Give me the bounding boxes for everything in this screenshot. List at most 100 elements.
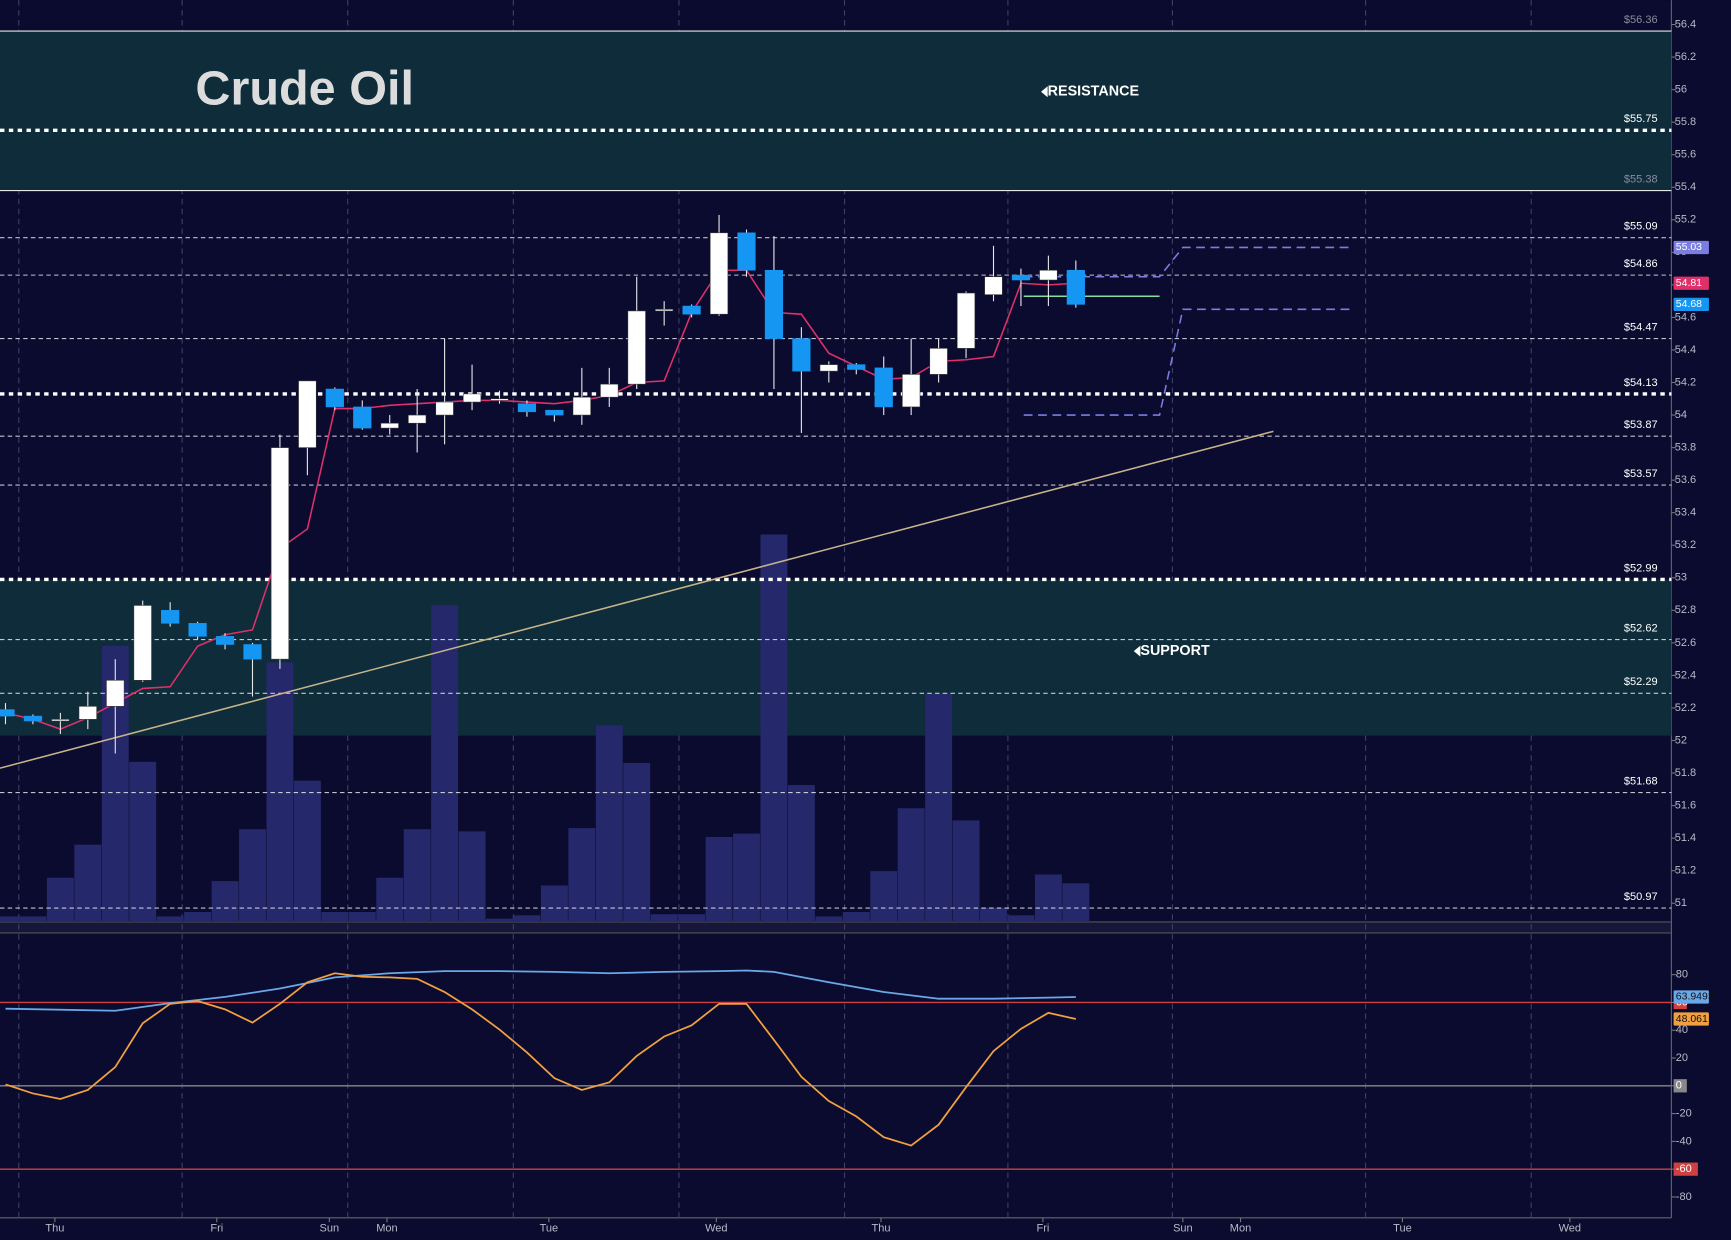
- x-tick-label: Wed: [705, 1223, 727, 1235]
- y-tick-label: 51: [1675, 897, 1687, 909]
- level-label: $50.97: [1624, 891, 1658, 903]
- candle-body: [1066, 269, 1085, 305]
- volume-bar: [650, 914, 678, 922]
- candle-body: [627, 310, 646, 385]
- line-layer: [0, 246, 1354, 1147]
- volume-bar: [376, 877, 404, 922]
- level-layer: [0, 30, 1672, 1170]
- volume-bar: [403, 829, 431, 922]
- x-tick-label: Sun: [320, 1223, 340, 1235]
- value-tag-box: [1673, 240, 1709, 255]
- volume-bar: [156, 916, 184, 922]
- volume-bar: [623, 762, 651, 922]
- y-tick-label: 56: [1675, 84, 1687, 96]
- value-tag: 54.68: [1676, 299, 1702, 310]
- x-tick-label: Sun: [1173, 1223, 1193, 1235]
- candle-body: [600, 383, 619, 398]
- volume-bar: [0, 916, 19, 922]
- candle-body: [133, 605, 152, 681]
- candle-body: [462, 393, 482, 403]
- y-tick-label: 52.4: [1675, 669, 1696, 681]
- volume-bar: [870, 871, 898, 922]
- x-tick-label: Fri: [210, 1223, 223, 1235]
- volume-bar: [568, 828, 596, 922]
- series-line: [0, 430, 1274, 769]
- volume-bar: [787, 785, 815, 922]
- candle-layer: [0, 214, 1085, 754]
- x-tick-label: Fri: [1036, 1223, 1049, 1235]
- volume-bar: [321, 911, 349, 922]
- candle-body: [847, 364, 866, 370]
- y-tick-label: 51.2: [1675, 865, 1696, 877]
- y-tick-label: 52.6: [1675, 637, 1696, 649]
- volume-bar: [46, 877, 74, 922]
- y-tick-label: 20: [1676, 1052, 1688, 1064]
- candle-body: [737, 232, 756, 271]
- candle-body: [517, 403, 537, 413]
- volume-bar: [1007, 915, 1035, 922]
- zone-arrow: [1041, 86, 1048, 98]
- x-tick-label: Wed: [1559, 1223, 1581, 1235]
- candle-body: [929, 348, 948, 375]
- x-tick-label: Mon: [1230, 1223, 1251, 1235]
- y-tick-label: 53.2: [1675, 539, 1696, 551]
- candle-body: [298, 380, 317, 448]
- candle-body: [545, 409, 564, 416]
- x-tick-label: Tue: [1393, 1223, 1412, 1235]
- y-tick-label: 53.8: [1675, 442, 1696, 454]
- value-tag-box: [1673, 297, 1709, 312]
- candle-body: [490, 398, 509, 401]
- volume-bar: [1062, 883, 1090, 922]
- volume-bar: [431, 605, 459, 922]
- candle-body: [1011, 274, 1031, 281]
- volume-bar: [458, 831, 486, 922]
- volume-bar: [760, 534, 788, 922]
- zone: [0, 31, 1672, 191]
- candle-body: [23, 715, 43, 722]
- x-tick-label: Thu: [871, 1223, 890, 1235]
- volume-bar: [184, 911, 212, 922]
- y-tick-label: 53: [1675, 572, 1687, 584]
- x-tick-label: Tue: [540, 1223, 559, 1235]
- candle-body: [353, 406, 372, 429]
- y-tick-label: 54: [1675, 409, 1687, 421]
- candle-body: [215, 636, 235, 645]
- y-tick-box: [1673, 1079, 1687, 1093]
- volume-bar: [925, 693, 953, 922]
- volume-bar: [293, 780, 321, 922]
- volume-bar: [129, 761, 157, 922]
- zone-label: SUPPORT: [1140, 643, 1210, 659]
- candle-body: [874, 367, 893, 408]
- oscillator-line: [5, 972, 1077, 1147]
- candle-body: [408, 414, 427, 424]
- level-label: $54.86: [1624, 258, 1658, 270]
- candle-body: [270, 447, 290, 660]
- volume-bar: [595, 725, 623, 922]
- series-line: [1023, 246, 1354, 278]
- candle-body: [243, 644, 262, 660]
- candle-body: [1039, 269, 1058, 281]
- candle-body: [819, 364, 838, 372]
- y-tick-label: -40: [1676, 1135, 1692, 1147]
- volume-bar: [486, 918, 513, 922]
- chart-title: Crude Oil: [195, 62, 414, 116]
- level-label: $53.87: [1624, 419, 1658, 431]
- candle-body: [161, 610, 180, 624]
- y-tick-label: 51.4: [1675, 832, 1696, 844]
- y-tick-label: 55.4: [1675, 181, 1696, 193]
- y-tick-label: 55.6: [1675, 149, 1696, 161]
- y-tick-label: 56.4: [1675, 18, 1696, 30]
- series-line: [5, 269, 1076, 730]
- candle-body: [78, 706, 97, 720]
- volume-bar: [705, 836, 733, 922]
- value-tag: 48.061: [1676, 1014, 1708, 1025]
- y-tick-label: 80: [1676, 969, 1688, 981]
- candle-body: [709, 232, 729, 315]
- level-label: $53.57: [1624, 468, 1658, 480]
- level-label: $52.29: [1624, 676, 1658, 688]
- volume-bar: [678, 914, 706, 922]
- y-tick-label: 53.6: [1675, 474, 1696, 486]
- level-label: $55.09: [1624, 221, 1658, 233]
- y-tick-label: 56.2: [1675, 51, 1696, 63]
